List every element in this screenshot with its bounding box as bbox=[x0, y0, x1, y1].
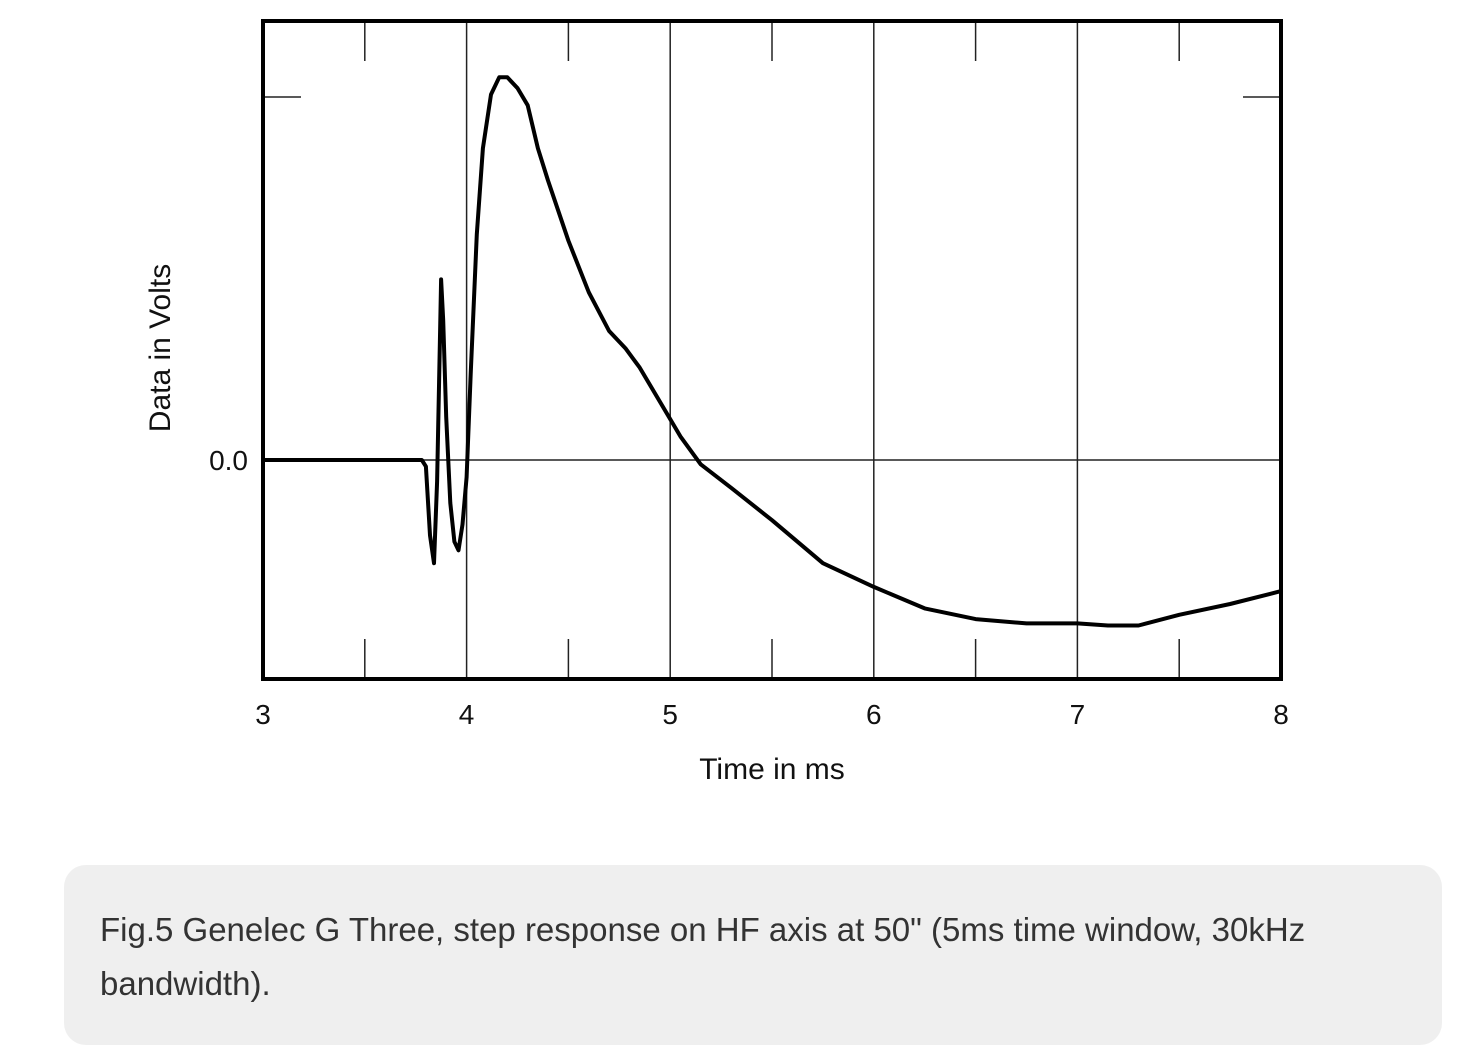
step-response-chart: 3 4 5 6 7 8 0.0 Time in ms Data in Volts bbox=[144, 19, 1289, 786]
step-response-line bbox=[261, 75, 1283, 628]
x-axis-title: Time in ms bbox=[699, 753, 845, 786]
plot-frame bbox=[261, 19, 1283, 681]
chart-grid bbox=[263, 21, 1281, 679]
y-tick-label: 0.0 bbox=[209, 445, 248, 476]
x-tick-label: 4 bbox=[459, 699, 475, 730]
chart-series bbox=[261, 75, 1283, 628]
chart-tick-labels: 3 4 5 6 7 8 0.0 bbox=[209, 445, 1289, 730]
figure-caption: Fig.5 Genelec G Three, step response on … bbox=[100, 911, 1306, 1002]
x-tick-label: 6 bbox=[866, 699, 882, 730]
y-axis-title: Data in Volts bbox=[144, 264, 177, 432]
x-tick-label: 5 bbox=[662, 699, 678, 730]
chart-tick-marks bbox=[263, 21, 1281, 679]
x-tick-label: 8 bbox=[1273, 699, 1289, 730]
x-tick-label: 3 bbox=[255, 699, 271, 730]
figure-caption-box: Fig.5 Genelec G Three, step response on … bbox=[64, 865, 1442, 1045]
x-tick-label: 7 bbox=[1070, 699, 1086, 730]
